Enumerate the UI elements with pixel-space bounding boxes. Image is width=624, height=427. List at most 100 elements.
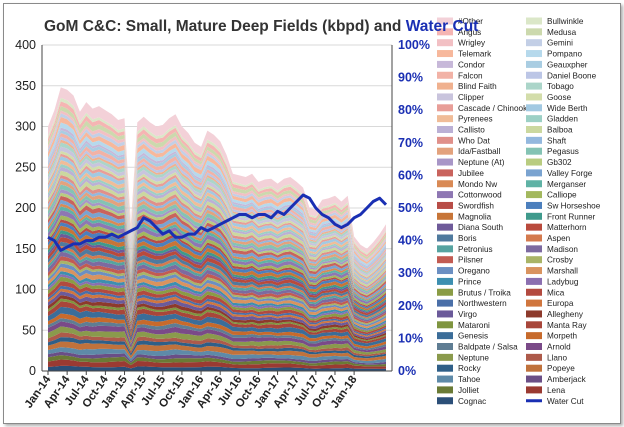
- legend-item-goose: Goose: [526, 93, 572, 102]
- legend-label: Geauxpher: [547, 60, 588, 69]
- legend-swatch: [437, 169, 453, 177]
- legend-swatch: [437, 17, 453, 25]
- legend-item-jubilee: Jubilee: [437, 169, 484, 178]
- legend-label: Petronius: [458, 245, 493, 254]
- legend-item-matterhorn: Matterhorn: [526, 223, 587, 232]
- legend-item-callisto: Callisto: [437, 126, 485, 135]
- legend-swatch: [526, 353, 542, 361]
- y-right-tick-label: 40%: [398, 234, 423, 248]
- legend-swatch: [437, 126, 453, 133]
- legend-label: Medusa: [547, 28, 577, 37]
- legend-swatch: [526, 169, 542, 177]
- legend-swatch: [526, 332, 542, 340]
- legend-item-prince: Prince: [437, 277, 482, 286]
- chart-title-main: GoM C&C: Small, Mature Deep Fields (kbpd…: [44, 18, 406, 35]
- legend-label: Magnolia: [458, 212, 492, 221]
- legend-label: Baldpate / Salsa: [458, 343, 518, 352]
- legend-label: Gemini: [547, 39, 573, 48]
- legend-swatch: [437, 60, 453, 68]
- legend-label: Front Runner: [547, 212, 596, 221]
- legend-label: Ladybug: [547, 277, 579, 286]
- y-right-tick-label: 100%: [398, 38, 430, 52]
- y-right-tick-label: 0%: [398, 364, 416, 378]
- legend-swatch: [526, 321, 542, 329]
- legend-swatch: [437, 364, 453, 372]
- legend-swatch: [526, 82, 542, 90]
- legend-swatch: [437, 82, 453, 90]
- legend-swatch: [526, 115, 542, 123]
- legend-swatch: [526, 364, 542, 372]
- legend-item-merganser: Merganser: [526, 180, 586, 189]
- legend-item-mica: Mica: [526, 288, 565, 297]
- legend-label: Mataroni: [458, 321, 490, 330]
- y-right-tick-label: 70%: [398, 136, 423, 150]
- legend-swatch: [437, 375, 453, 383]
- legend-item-pegasus: Pegasus: [526, 147, 579, 156]
- legend-swatch: [526, 17, 542, 25]
- legend-swatch: [526, 386, 542, 394]
- legend-label: Pompano: [547, 50, 582, 59]
- legend-label: Northwestern: [458, 299, 507, 308]
- legend-label: Merganser: [547, 180, 586, 189]
- legend-swatch: [526, 39, 542, 47]
- legend-item-aspen: Aspen: [526, 234, 571, 243]
- legend-item-morpeth: Morpeth: [526, 332, 577, 341]
- legend-label: Goose: [547, 93, 572, 102]
- legend-item-bullwinkle: Bullwinkle: [526, 17, 584, 26]
- legend-swatch: [437, 93, 453, 101]
- legend-swatch: [526, 180, 542, 188]
- legend-swatch: [437, 201, 453, 209]
- legend-item-swordfish: Swordfish: [437, 201, 494, 210]
- legend-label: Angus: [458, 28, 481, 37]
- legend-swatch: [526, 71, 542, 79]
- y-left-tick-label: 100: [15, 283, 36, 297]
- legend-label: Callisto: [458, 126, 485, 135]
- y-right-tick-label: 20%: [398, 299, 423, 313]
- legend-label: Rocky: [458, 364, 482, 373]
- legend-label: Clipper: [458, 93, 484, 102]
- legend-swatch: [526, 277, 542, 285]
- legend-item-cascade-chinook: Cascade / Chinook: [437, 104, 528, 113]
- legend: #Other Bullwinkle Angus Medusa Wrigley Gemini…: [437, 17, 601, 406]
- legend-swatch: [437, 212, 453, 220]
- legend-swatch: [526, 28, 542, 36]
- legend-label: Pilsner: [458, 256, 483, 265]
- legend-swatch: [526, 147, 542, 155]
- y-right-tick-label: 10%: [398, 331, 423, 345]
- legend-label: Daniel Boone: [547, 71, 597, 80]
- legend-label: Brutus / Troika: [458, 288, 511, 297]
- water-cut-series: [47, 193, 388, 252]
- legend-label: Water Cut: [547, 397, 584, 406]
- legend-swatch: [526, 104, 542, 112]
- legend-item-geauxpher: Geauxpher: [526, 60, 588, 69]
- legend-swatch: [437, 332, 453, 340]
- legend-label: Arnold: [547, 343, 571, 352]
- legend-label: Boris: [458, 234, 477, 243]
- legend-item-telemark: Telemark: [437, 50, 492, 59]
- area-popeye: [48, 341, 386, 361]
- legend-swatch: [437, 234, 453, 242]
- legend-label: Shaft: [547, 136, 567, 145]
- legend-label: Neptune: [458, 353, 489, 362]
- legend-swatch: [526, 191, 542, 199]
- legend-item-mondo-nw: Mondo Nw: [437, 180, 497, 189]
- legend-item-wrigley: Wrigley: [437, 39, 486, 48]
- legend-swatch: [526, 245, 542, 253]
- legend-label: Cottonwood: [458, 191, 502, 200]
- legend-swatch: [437, 245, 453, 253]
- area-cognac: [48, 365, 386, 371]
- legend-item-falcon: Falcon: [437, 71, 483, 80]
- axes: 0 50 100 150 200 250 300 350 400 0% 10% 20% 30% 40% 50…: [15, 38, 430, 411]
- legend-swatch: [526, 158, 542, 166]
- legend-item-pilsner: Pilsner: [437, 256, 483, 265]
- legend-item-manta-ray: Manta Ray: [526, 321, 587, 330]
- legend-item-medusa: Medusa: [526, 28, 577, 37]
- legend-item-popeye: Popeye: [526, 364, 575, 373]
- legend-swatch: [437, 115, 453, 123]
- area-lena: [48, 359, 386, 369]
- y-left-tick-label: 0: [29, 364, 36, 378]
- legend-label: Popeye: [547, 364, 575, 373]
- legend-label: Matterhorn: [547, 223, 587, 232]
- legend-item-allegheny: Allegheny: [526, 310, 584, 319]
- legend-item-tahoe: Tahoe: [437, 375, 481, 384]
